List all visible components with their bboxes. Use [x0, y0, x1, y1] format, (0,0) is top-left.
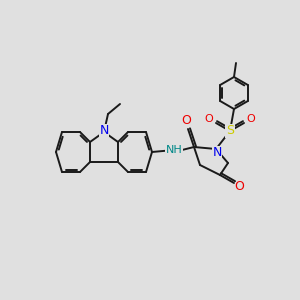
Text: N: N: [212, 146, 222, 160]
Text: O: O: [205, 114, 213, 124]
Text: NH: NH: [166, 145, 182, 155]
Text: N: N: [99, 124, 109, 137]
Text: O: O: [234, 181, 244, 194]
Text: S: S: [226, 124, 234, 137]
Text: O: O: [181, 113, 191, 127]
Text: O: O: [247, 114, 255, 124]
